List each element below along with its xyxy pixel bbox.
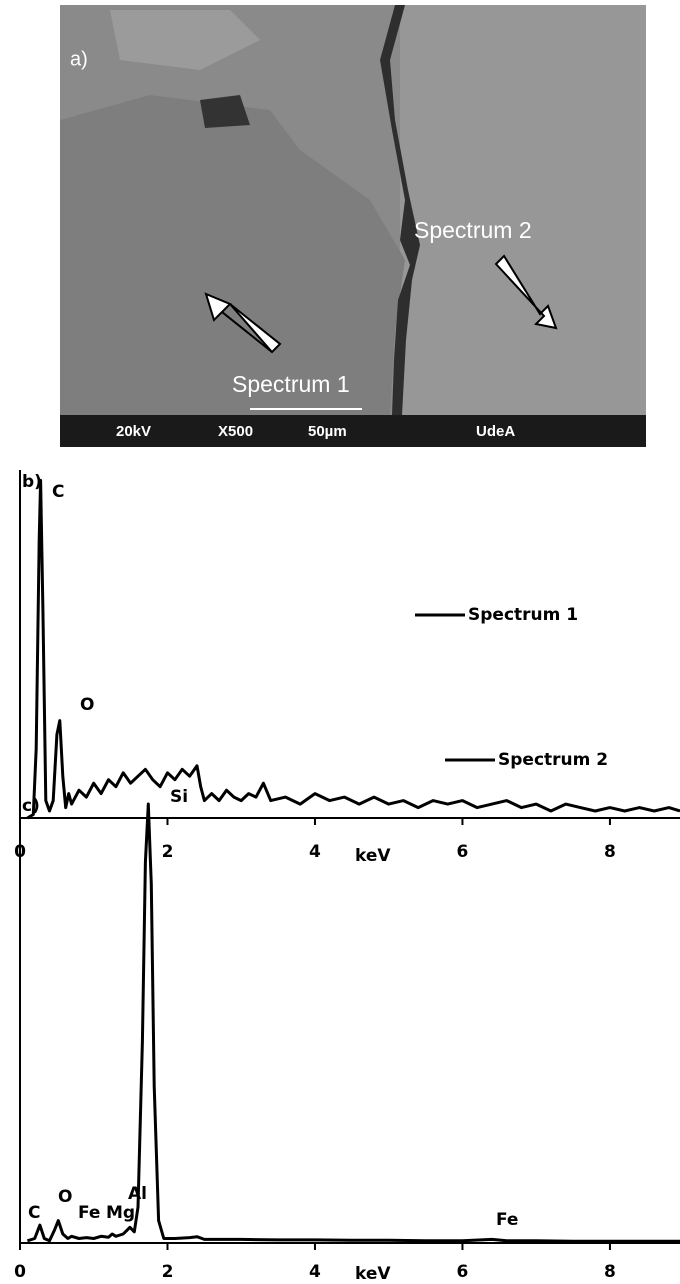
sem-region — [400, 5, 646, 415]
x-axis-title: keV — [355, 1264, 391, 1284]
x-tick-label: 8 — [604, 842, 616, 862]
peak-label: Fe — [78, 1203, 100, 1223]
image-label: Spectrum 2 — [414, 217, 532, 243]
sem-crack — [380, 5, 420, 415]
peak-label: Al — [128, 1184, 147, 1204]
x-tick-label: 2 — [162, 842, 174, 862]
legend-label: Spectrum 2 — [498, 750, 608, 770]
x-tick-label: 6 — [457, 1262, 469, 1282]
x-tick-label: 2 — [162, 1262, 174, 1282]
x-tick-label: 6 — [457, 842, 469, 862]
x-axis-title: keV — [355, 846, 391, 866]
x-tick-label: 4 — [309, 1262, 321, 1282]
info-text: X500 — [218, 423, 253, 440]
peak-label: O — [80, 695, 94, 715]
info-text: 50µm — [308, 423, 347, 440]
peak-label: Fe — [496, 1210, 518, 1230]
sem-cavity — [200, 95, 250, 128]
panel-label: c) — [22, 796, 40, 816]
info-text: UdeA — [476, 423, 515, 440]
sem-flake — [60, 95, 405, 415]
sem-flake — [110, 10, 260, 70]
panel-label: a) — [70, 48, 88, 70]
peak-label: Si — [170, 787, 188, 807]
info-text: 20kV — [116, 423, 151, 440]
arrow — [494, 254, 558, 330]
peak-label: O — [58, 1187, 72, 1207]
peak-label: C — [28, 1203, 40, 1223]
image-label: Spectrum 1 — [232, 371, 350, 397]
spectrum-line — [26, 478, 680, 820]
x-tick-label: 4 — [309, 842, 321, 862]
peak-label: Mg — [106, 1203, 135, 1223]
arrow — [204, 292, 282, 354]
sem-image: a) Spectrum 2 Spectrum 1 20kV X500 50µm … — [60, 5, 646, 447]
x-tick-label: 8 — [604, 1262, 616, 1282]
legend-label: Spectrum 1 — [468, 605, 578, 625]
peak-label: C — [52, 482, 64, 502]
spectrum-line — [26, 802, 680, 1243]
info-bar — [60, 415, 646, 447]
panel-label: b) — [22, 472, 42, 492]
x-tick-label: 0 — [14, 1262, 26, 1282]
